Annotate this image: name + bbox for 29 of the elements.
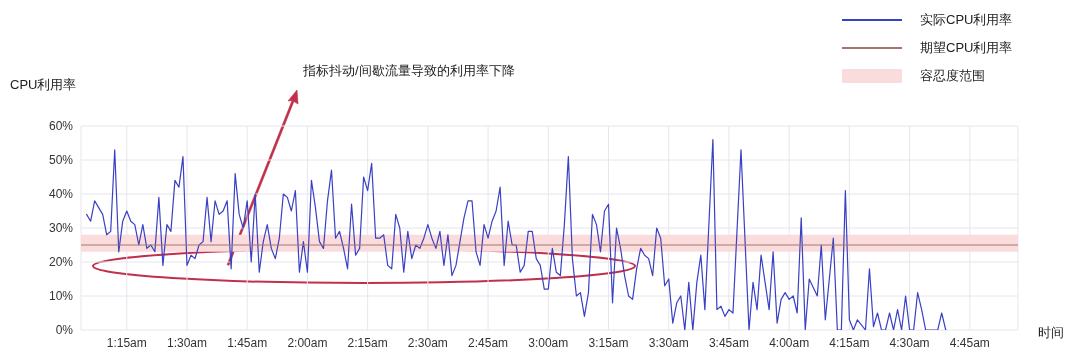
y-tick-label: 30% — [48, 221, 74, 236]
x-tick-label: 2:30am — [407, 335, 448, 350]
x-tick-label: 1:45am — [227, 335, 268, 350]
x-tick-label: 4:30am — [889, 335, 930, 350]
x-tick-label: 2:15am — [347, 335, 388, 350]
y-axis-title: CPU利用率 — [10, 76, 77, 94]
legend-label: 容忍度范围 — [920, 67, 985, 85]
y-tick-label: 40% — [48, 187, 74, 202]
x-tick-label: 1:30am — [166, 335, 207, 350]
x-tick-label: 2:45am — [468, 335, 509, 350]
x-tick-label: 3:00am — [528, 335, 569, 350]
x-tick-label: 3:15am — [588, 335, 629, 350]
y-tick-label: 20% — [48, 255, 74, 270]
y-tick-label: 60% — [48, 119, 74, 134]
y-tick-label: 50% — [48, 153, 74, 168]
x-tick-label: 3:30am — [648, 335, 689, 350]
y-tick-label: 0% — [55, 323, 74, 338]
legend-label: 实际CPU利用率 — [920, 11, 1013, 29]
x-tick-label: 4:45am — [949, 335, 990, 350]
x-tick-label: 1:15am — [106, 335, 147, 350]
legend-label: 期望CPU利用率 — [920, 39, 1013, 57]
x-tick-label: 4:00am — [769, 335, 810, 350]
text: 指标抖动/间歇流量导致的利用率下降 — [303, 62, 515, 80]
x-axis-title: 时间 — [1038, 324, 1064, 342]
y-tick-label: 10% — [48, 289, 74, 304]
x-tick-label: 2:00am — [287, 335, 328, 350]
line-series — [86, 139, 947, 330]
x-tick-label: 3:45am — [708, 335, 749, 350]
x-tick-label: 4:15am — [829, 335, 870, 350]
